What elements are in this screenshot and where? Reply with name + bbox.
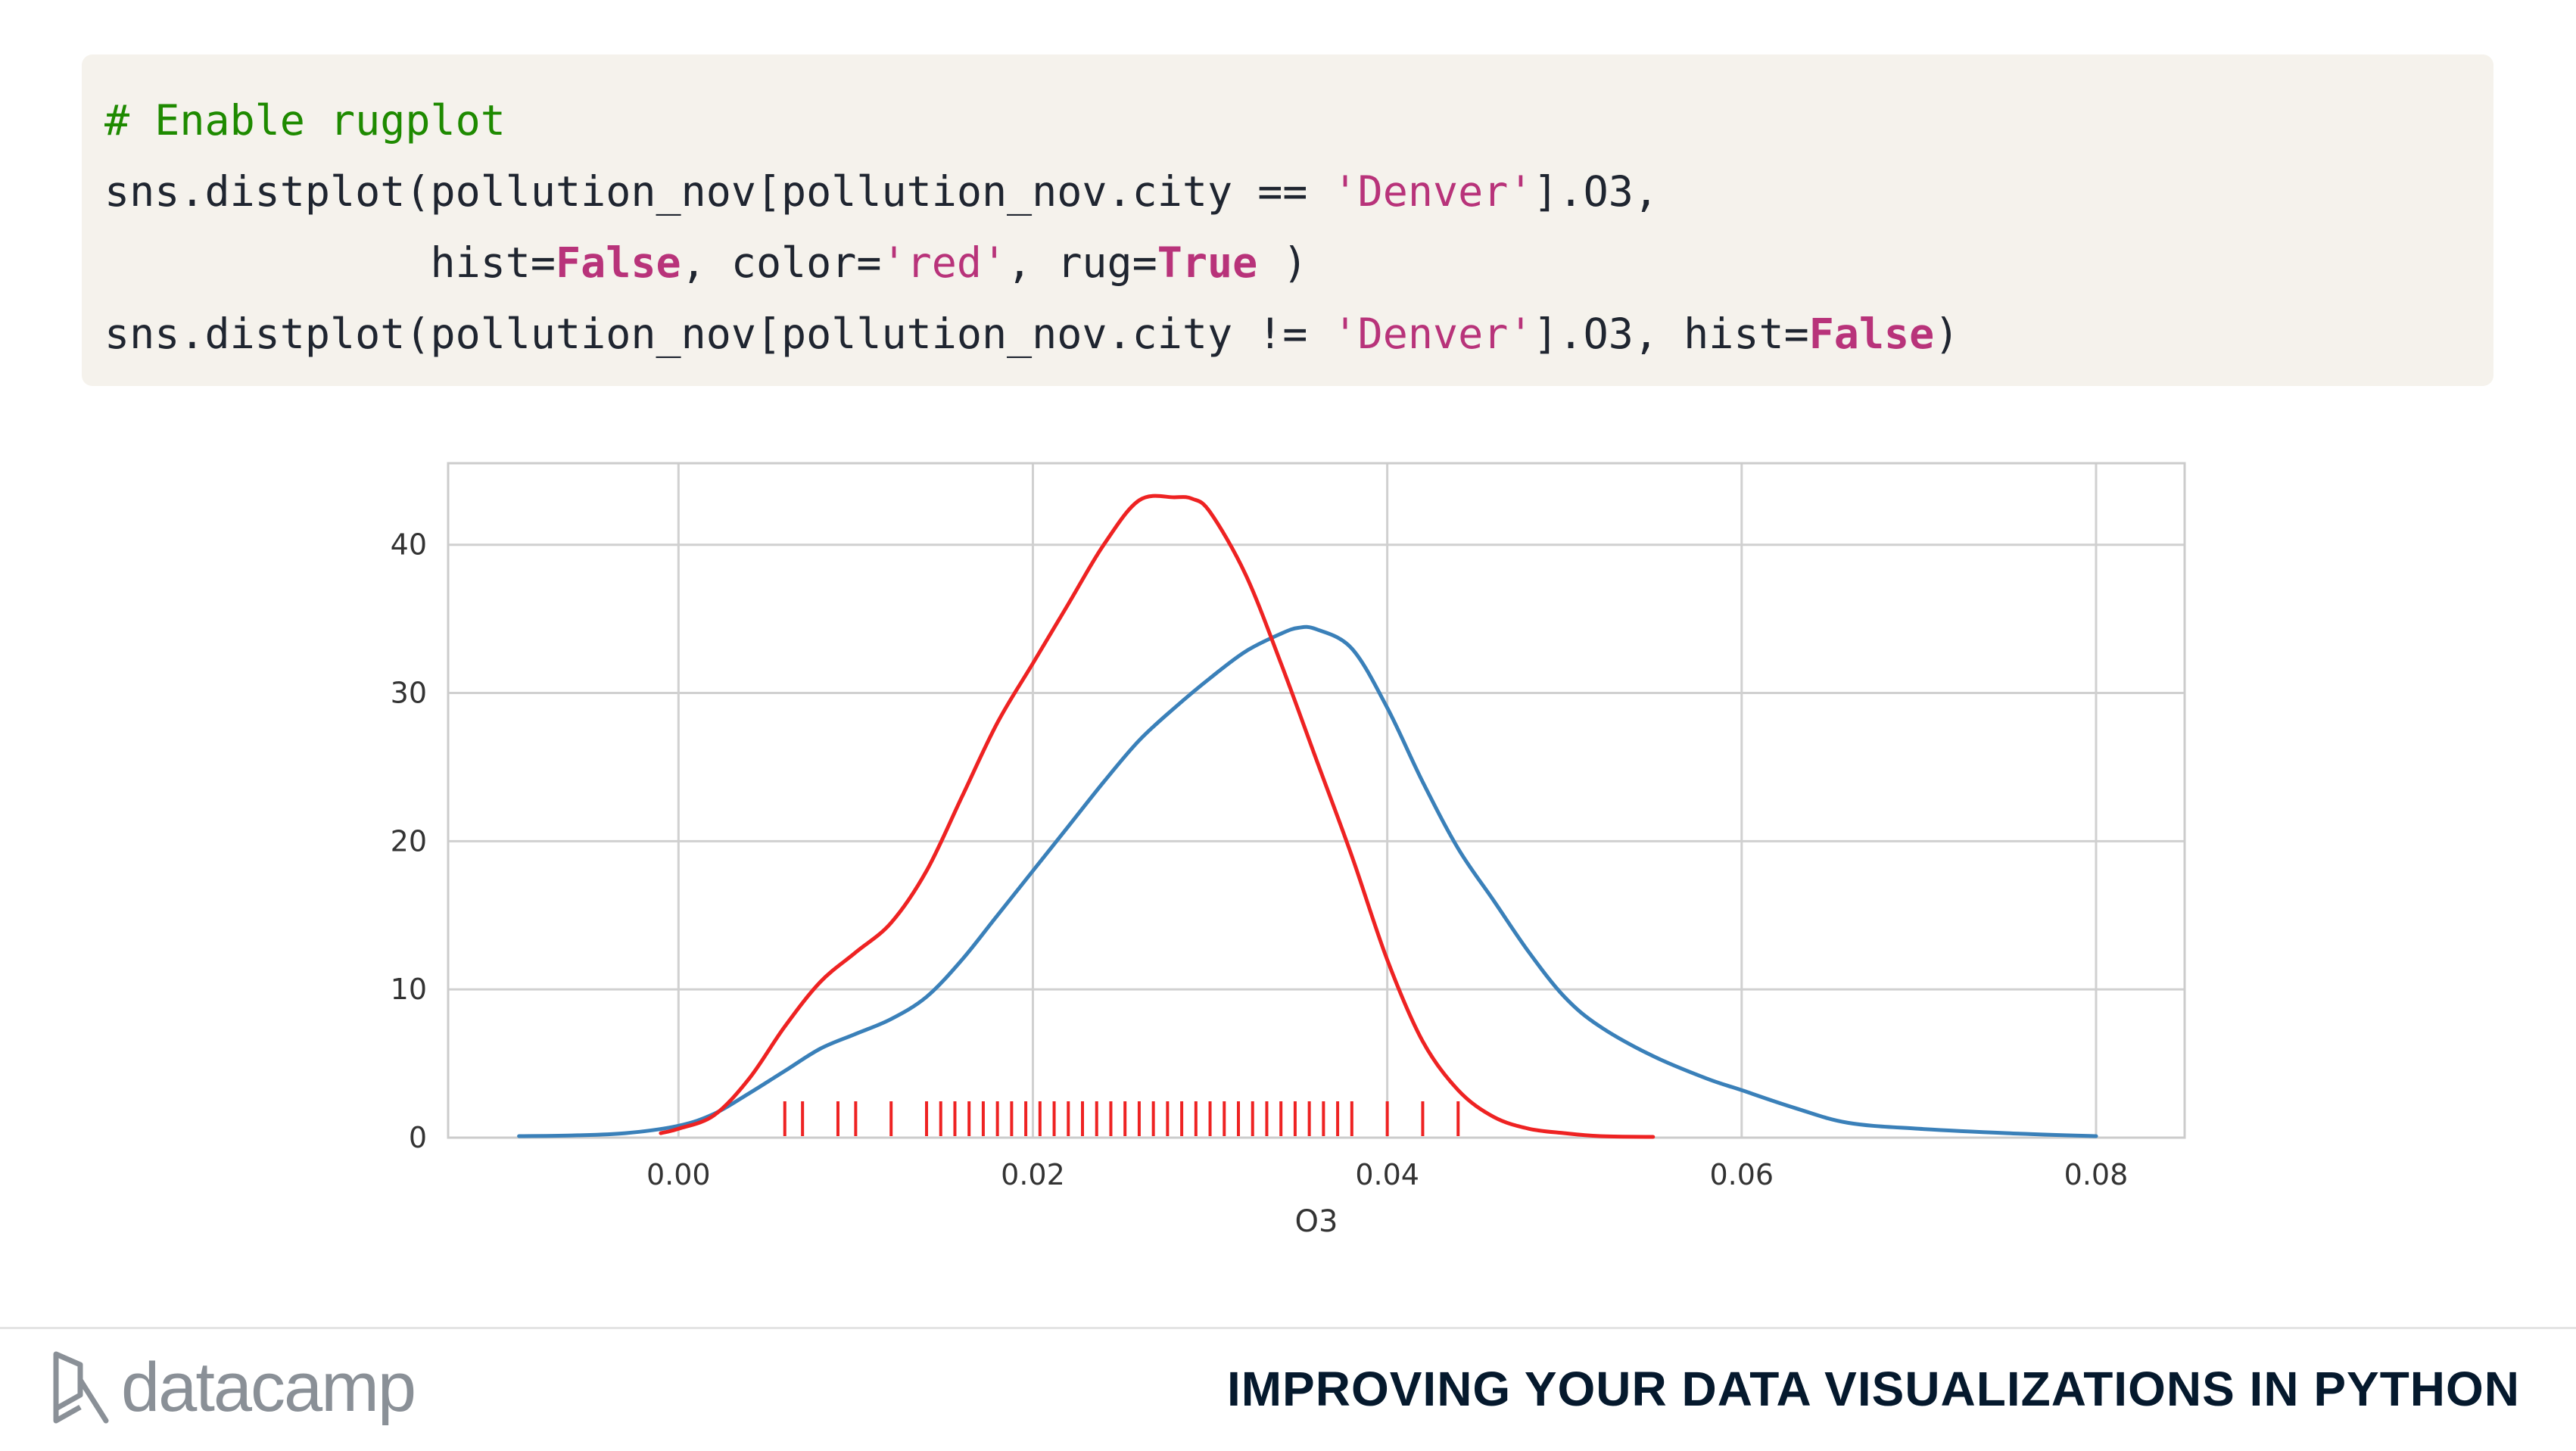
code-line-3: hist=False, color='red', rug=True ) bbox=[104, 227, 2493, 298]
code-keyword: False bbox=[1808, 310, 1935, 358]
x-axis-label: O3 bbox=[1295, 1204, 1338, 1239]
code-line-4: sns.distplot(pollution_nov[pollution_nov… bbox=[104, 298, 2493, 369]
plot-frame bbox=[447, 462, 2186, 1139]
code-keyword: True bbox=[1157, 238, 1258, 287]
tick-label-layer: 0.00 0.02 0.04 0.06 0.08 0 10 20 30 40 bbox=[391, 528, 2129, 1191]
code-text: ) bbox=[1934, 310, 1960, 358]
code-line-2: sns.distplot(pollution_nov[pollution_nov… bbox=[104, 156, 2493, 227]
x-tick-label: 0.00 bbox=[646, 1158, 711, 1191]
kde-line bbox=[517, 624, 2098, 1138]
datacamp-logo: datacamp bbox=[50, 1346, 416, 1429]
code-text: , rug= bbox=[1007, 238, 1157, 287]
footer-divider bbox=[0, 1327, 2576, 1329]
y-tick-label: 0 bbox=[409, 1121, 427, 1154]
code-text: ) bbox=[1257, 238, 1308, 287]
grid-layer bbox=[448, 463, 2185, 1139]
y-tick-label: 30 bbox=[391, 677, 427, 710]
code-text: ].O3, hist= bbox=[1533, 310, 1809, 358]
code-string: 'Denver' bbox=[1332, 310, 1534, 358]
code-string: 'red' bbox=[881, 238, 1008, 287]
series-layer bbox=[517, 494, 2098, 1139]
code-string: 'Denver' bbox=[1332, 167, 1534, 216]
code-block: # Enable rugplot sns.distplot(pollution_… bbox=[82, 54, 2493, 386]
code-keyword: False bbox=[556, 238, 681, 287]
kde-chart: 0.00 0.02 0.04 0.06 0.08 0 10 20 30 40 O3 bbox=[391, 462, 2186, 1239]
datacamp-logo-text: datacamp bbox=[121, 1348, 416, 1426]
code-text: sns.distplot(pollution_nov[pollution_nov… bbox=[104, 167, 1333, 216]
y-tick-label: 20 bbox=[391, 824, 427, 858]
course-title: IMPROVING YOUR DATA VISUALIZATIONS IN PY… bbox=[1226, 1362, 2520, 1416]
rug-layer bbox=[783, 1101, 1460, 1136]
code-text: ].O3, bbox=[1533, 167, 1659, 216]
code-text: hist= bbox=[104, 238, 556, 287]
x-tick-label: 0.02 bbox=[1001, 1158, 1065, 1191]
datacamp-logo-icon bbox=[53, 1351, 109, 1424]
x-tick-label: 0.04 bbox=[1355, 1158, 1419, 1191]
code-line-1: # Enable rugplot bbox=[104, 85, 2493, 156]
kde-line bbox=[659, 494, 1656, 1139]
code-text: , color= bbox=[681, 238, 882, 287]
y-tick-label: 10 bbox=[391, 973, 427, 1006]
x-tick-label: 0.08 bbox=[2064, 1158, 2129, 1191]
code-comment: # Enable rugplot bbox=[104, 96, 506, 145]
code-text: sns.distplot(pollution_nov[pollution_nov… bbox=[104, 310, 1333, 358]
x-tick-label: 0.06 bbox=[1709, 1158, 1774, 1191]
y-tick-label: 40 bbox=[391, 528, 427, 562]
